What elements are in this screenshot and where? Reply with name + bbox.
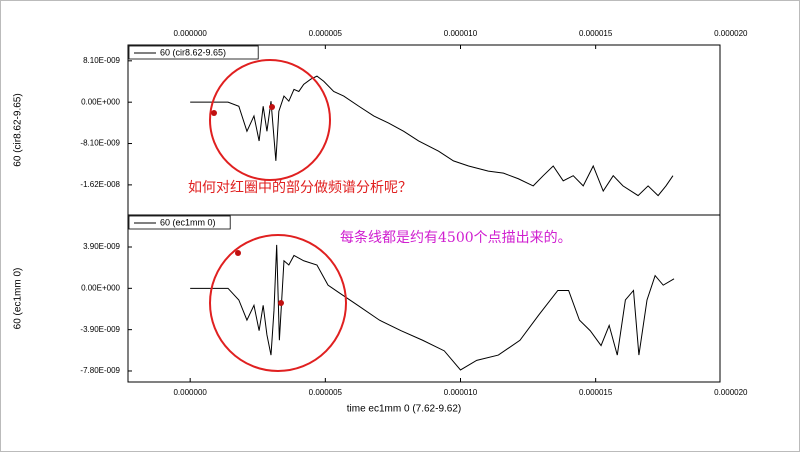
highlight-circle xyxy=(209,59,331,181)
y-tick-label: -1.62E-008 xyxy=(80,180,120,189)
marker-dot xyxy=(278,300,284,306)
y-tick-label: -8.10E-009 xyxy=(80,139,120,148)
x-tick-label: 0.000000 xyxy=(173,388,207,397)
y-axis-label: 60 (ec1mm 0) xyxy=(13,268,24,330)
x-tick-label: 0.000015 xyxy=(579,29,613,38)
data-line xyxy=(190,75,674,197)
marker-dot xyxy=(211,110,217,116)
legend-label: 60 (cir8.62-9.65) xyxy=(160,47,226,57)
marker-dot xyxy=(269,104,275,110)
legend-box xyxy=(128,45,259,60)
y-tick-label: -7.80E-009 xyxy=(80,366,120,375)
y-axis-label: 60 (cir8.62-9.65) xyxy=(13,93,24,166)
x-tick-label: 0.000020 xyxy=(714,29,748,38)
x-tick-label: 0.000010 xyxy=(444,388,478,397)
annotation-marks xyxy=(209,59,347,372)
annotation: 每条线都是约有4500个点描出来的。 xyxy=(340,229,572,246)
legend-box xyxy=(128,215,231,230)
x-tick-label: 0.000005 xyxy=(309,29,343,38)
x-tick-label: 0.000020 xyxy=(714,388,748,397)
y-tick-label: 0.00E+000 xyxy=(81,283,120,292)
x-tick-label: 0.000005 xyxy=(309,388,343,397)
data-line xyxy=(190,244,675,371)
marker-dot xyxy=(235,250,241,256)
annotation: 如何对红圈中的部分做频谱分析呢？ xyxy=(188,180,412,196)
y-tick-label: -3.90E-009 xyxy=(80,325,120,334)
x-tick-label: 0.000010 xyxy=(444,29,478,38)
y-tick-label: 3.90E-009 xyxy=(83,242,120,251)
highlight-circle xyxy=(209,234,347,372)
legend-label: 60 (ec1mm 0) xyxy=(160,217,216,227)
x-tick-label: 0.000015 xyxy=(579,388,613,397)
y-tick-label: 0.00E+000 xyxy=(81,97,120,106)
plot-frame xyxy=(127,214,721,383)
x-axis-label: time ec1mm 0 (7.62-9.62) xyxy=(347,404,462,415)
y-tick-label: 8.10E-009 xyxy=(83,56,120,65)
x-tick-label: 0.000000 xyxy=(173,29,207,38)
